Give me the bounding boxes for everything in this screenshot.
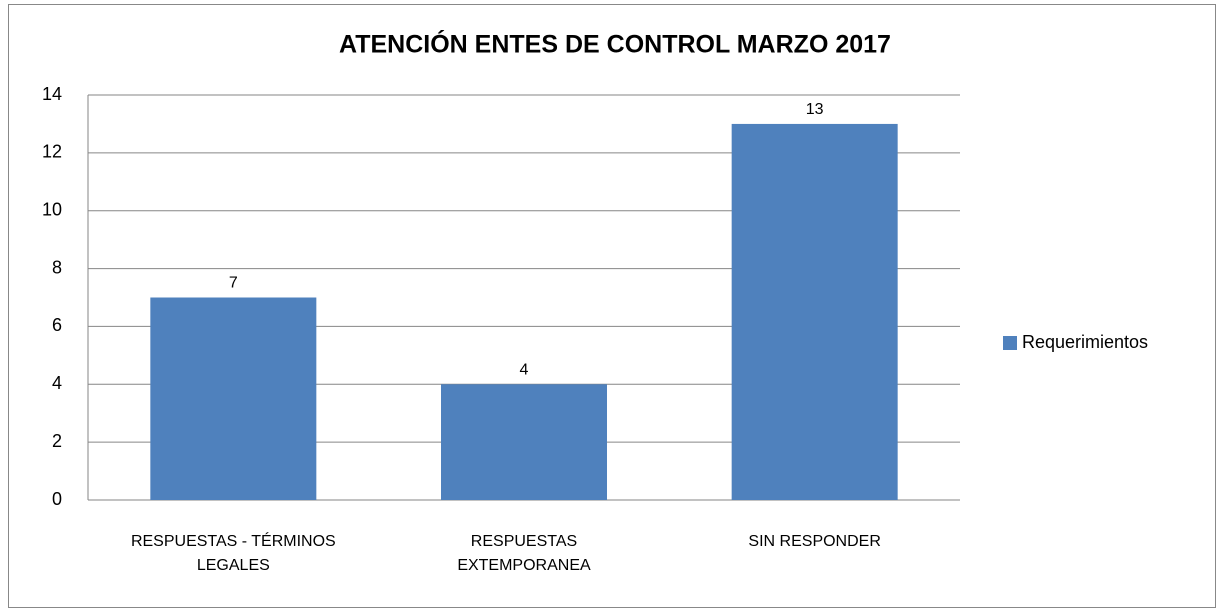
chart-title: ATENCIÓN ENTES DE CONTROL MARZO 2017 [339,29,891,59]
y-tick-label: 0 [52,489,62,509]
y-tick-label: 8 [52,257,62,277]
x-tick-label: RESPUESTAS EXTEMPORANEA [457,533,591,574]
data-label: 13 [806,101,824,118]
bar [731,123,898,500]
bar [150,297,317,500]
x-tick-label: SIN RESPONDER [748,533,881,550]
bar [441,384,607,500]
data-label: 4 [520,362,529,379]
data-label: 7 [229,275,238,292]
x-tick-label: RESPUESTAS - TÉRMINOS LEGALES [130,533,336,574]
y-tick-label: 2 [52,431,62,451]
legend-swatch [1003,336,1017,350]
y-tick-label: 6 [52,315,62,335]
legend-label: Requerimientos [1022,332,1148,352]
y-tick-label: 10 [42,199,62,219]
y-tick-label: 14 [42,84,62,104]
y-tick-label: 4 [52,373,62,393]
y-tick-label: 12 [42,142,62,162]
